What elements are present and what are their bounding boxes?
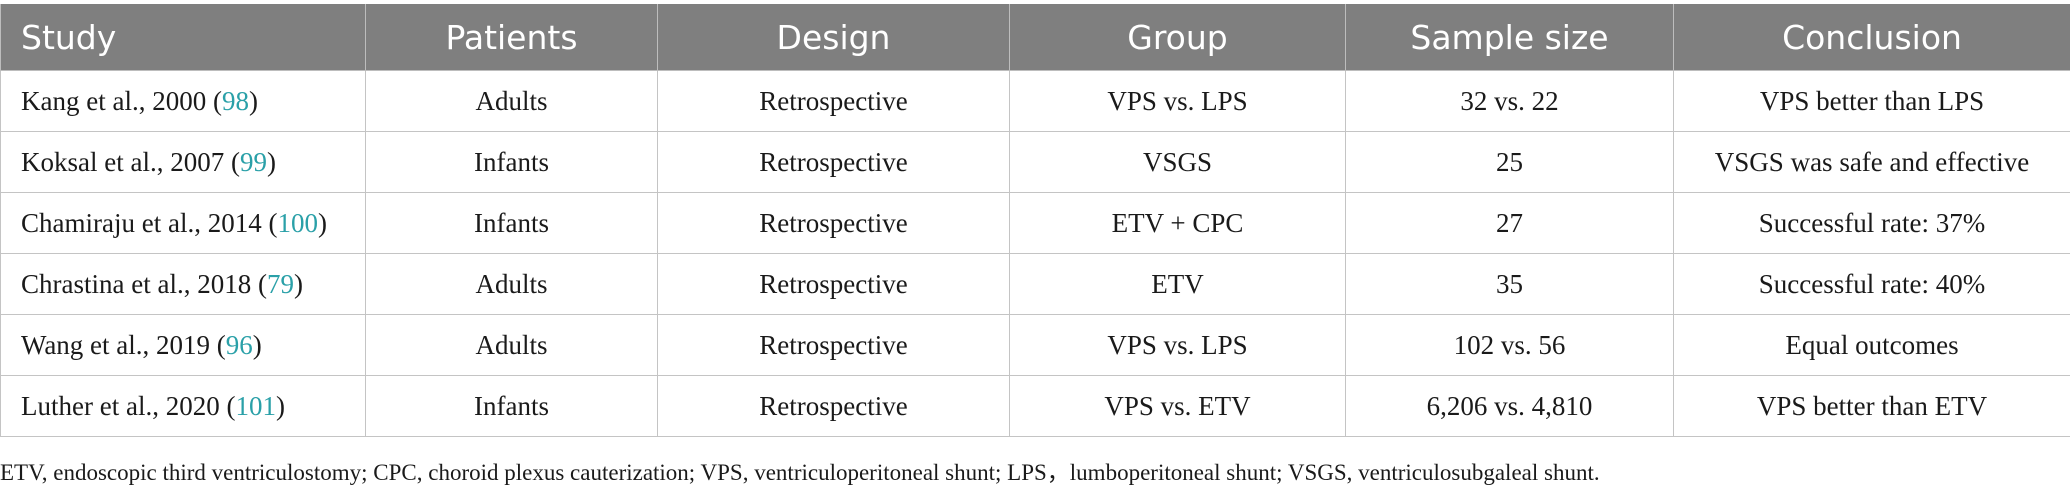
cell-conclusion: VPS better than LPS [1673, 70, 2070, 132]
reference-link[interactable]: 99 [239, 146, 267, 177]
study-name: Luther et al., 2020 [21, 390, 220, 421]
cell-sample-size: 102 vs. 56 [1345, 314, 1674, 376]
cell-conclusion: Successful rate: 37% [1673, 192, 2070, 254]
cell-design: Retrospective [657, 314, 1010, 376]
header-patients: Patients [365, 4, 658, 71]
table-footnote: ETV, endoscopic third ventriculostomy; C… [0, 460, 1600, 485]
table-container: Study Patients Design Group Sample size … [0, 4, 2070, 437]
table-row: Wang et al., 2019 (96) Adults Retrospect… [0, 314, 2070, 376]
cell-patients: Adults [365, 70, 658, 132]
cell-sample-size: 27 [1345, 192, 1674, 254]
study-name: Wang et al., 2019 [21, 329, 211, 360]
table-row: Chrastina et al., 2018 (79) Adults Retro… [0, 253, 2070, 315]
cell-design: Retrospective [657, 131, 1010, 193]
cell-study: Luther et al., 2020 (101) [0, 375, 366, 437]
cell-group: VPS vs. LPS [1009, 70, 1346, 132]
cell-patients: Adults [365, 314, 658, 376]
reference-link[interactable]: 96 [225, 329, 253, 360]
cell-conclusion: VPS better than ETV [1673, 375, 2070, 437]
cell-group: ETV + CPC [1009, 192, 1346, 254]
cell-study: Chrastina et al., 2018 (79) [0, 253, 366, 315]
reference-link[interactable]: 100 [277, 207, 318, 238]
cell-conclusion: VSGS was safe and effective [1673, 131, 2070, 193]
cell-study: Chamiraju et al., 2014 (100) [0, 192, 366, 254]
cell-design: Retrospective [657, 70, 1010, 132]
study-name: Koksal et al., 2007 [21, 146, 225, 177]
cell-design: Retrospective [657, 192, 1010, 254]
header-group: Group [1009, 4, 1346, 71]
cell-patients: Infants [365, 131, 658, 193]
cell-sample-size: 6,206 vs. 4,810 [1345, 375, 1674, 437]
cell-group: ETV [1009, 253, 1346, 315]
cell-design: Retrospective [657, 375, 1010, 437]
header-sample-size: Sample size [1345, 4, 1674, 71]
cell-patients: Infants [365, 192, 658, 254]
cell-group: VPS vs. ETV [1009, 375, 1346, 437]
cell-sample-size: 35 [1345, 253, 1674, 315]
table-row: Chamiraju et al., 2014 (100) Infants Ret… [0, 192, 2070, 254]
reference-link[interactable]: 98 [221, 85, 249, 116]
cell-conclusion: Equal outcomes [1673, 314, 2070, 376]
reference-link[interactable]: 101 [235, 390, 276, 421]
cell-conclusion: Successful rate: 40% [1673, 253, 2070, 315]
header-conclusion: Conclusion [1673, 4, 2070, 71]
cell-patients: Adults [365, 253, 658, 315]
header-row: Study Patients Design Group Sample size … [0, 4, 2070, 71]
cell-study: Kang et al., 2000 (98) [0, 70, 366, 132]
table-row: Luther et al., 2020 (101) Infants Retros… [0, 375, 2070, 437]
cell-group: VSGS [1009, 131, 1346, 193]
table-header: Study Patients Design Group Sample size … [0, 4, 2070, 71]
cell-sample-size: 25 [1345, 131, 1674, 193]
study-name: Chamiraju et al., 2014 [21, 207, 262, 238]
cell-patients: Infants [365, 375, 658, 437]
table-row: Kang et al., 2000 (98) Adults Retrospect… [0, 70, 2070, 132]
studies-table: Study Patients Design Group Sample size … [0, 4, 2070, 437]
study-name: Kang et al., 2000 [21, 85, 207, 116]
table-body: Kang et al., 2000 (98) Adults Retrospect… [0, 70, 2070, 437]
header-design: Design [657, 4, 1010, 71]
reference-link[interactable]: 79 [266, 268, 294, 299]
cell-design: Retrospective [657, 253, 1010, 315]
header-study: Study [0, 4, 366, 71]
cell-group: VPS vs. LPS [1009, 314, 1346, 376]
table-row: Koksal et al., 2007 (99) Infants Retrosp… [0, 131, 2070, 193]
cell-study: Wang et al., 2019 (96) [0, 314, 366, 376]
cell-sample-size: 32 vs. 22 [1345, 70, 1674, 132]
study-name: Chrastina et al., 2018 [21, 268, 252, 299]
cell-study: Koksal et al., 2007 (99) [0, 131, 366, 193]
